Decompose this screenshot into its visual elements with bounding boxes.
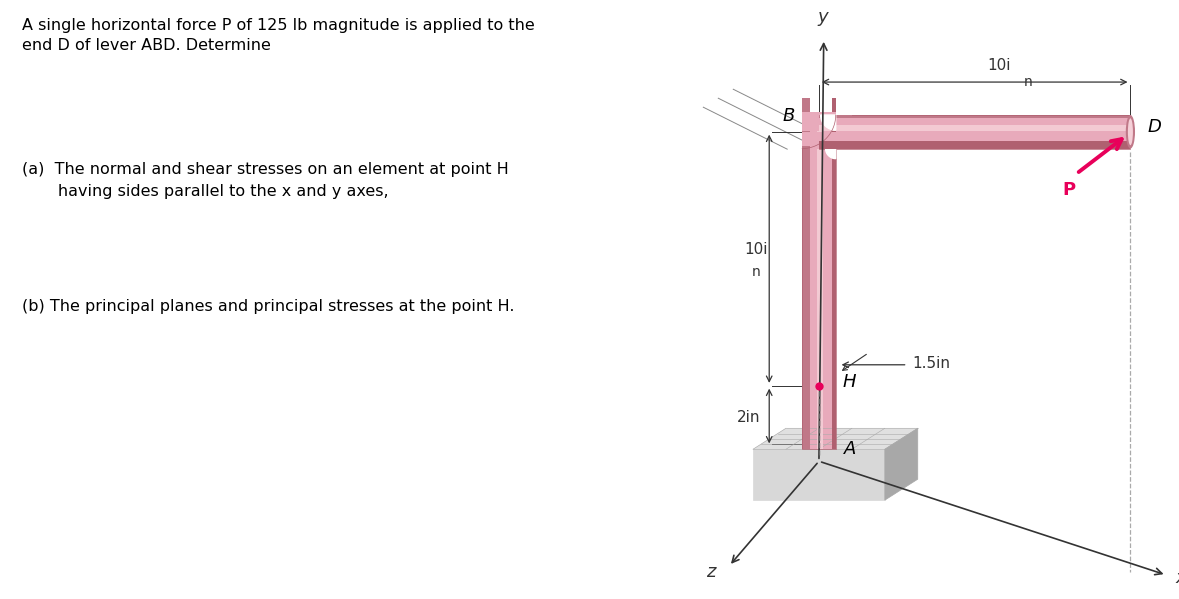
Bar	[810, 132, 832, 449]
Bar	[819, 115, 852, 149]
Text: 2in: 2in	[737, 410, 760, 425]
Bar	[819, 141, 852, 149]
Text: $D$: $D$	[1147, 118, 1162, 136]
Text: (a)  The normal and shear stresses on an element at point H
       having sides : (a) The normal and shear stresses on an …	[22, 162, 508, 199]
Bar	[819, 119, 1131, 141]
Polygon shape	[753, 428, 917, 449]
Ellipse shape	[1126, 115, 1135, 149]
Text: $A$: $A$	[843, 440, 857, 458]
Text: 10i: 10i	[987, 58, 1010, 73]
Text: n: n	[1025, 75, 1033, 89]
Text: $H$: $H$	[842, 373, 857, 391]
Text: $y$: $y$	[817, 10, 830, 28]
Polygon shape	[753, 449, 884, 500]
Text: $z$: $z$	[706, 563, 718, 581]
Bar	[817, 132, 823, 449]
Polygon shape	[802, 98, 810, 149]
Bar	[819, 141, 1131, 149]
Polygon shape	[821, 115, 836, 130]
Bar	[802, 131, 810, 132]
Bar	[802, 115, 836, 149]
Text: $x$: $x$	[1175, 569, 1179, 587]
Text: $\mathbf{P}$: $\mathbf{P}$	[1062, 181, 1076, 199]
Polygon shape	[832, 98, 836, 149]
Bar	[832, 131, 836, 132]
Bar	[819, 125, 1131, 131]
Text: 1.5in: 1.5in	[913, 356, 950, 371]
Bar	[817, 131, 823, 132]
Bar	[819, 115, 1131, 149]
Bar	[802, 132, 836, 449]
Polygon shape	[884, 428, 917, 500]
Bar	[819, 125, 852, 131]
Bar	[802, 112, 836, 146]
Bar	[802, 132, 810, 449]
Text: n: n	[752, 265, 760, 279]
Bar	[832, 132, 836, 449]
Text: A single horizontal force P of 125 lb magnitude is applied to the
end D of lever: A single horizontal force P of 125 lb ma…	[22, 18, 535, 53]
Bar	[819, 115, 852, 119]
Text: (b) The principal planes and principal stresses at the point H.: (b) The principal planes and principal s…	[22, 300, 514, 314]
Ellipse shape	[1128, 119, 1133, 145]
Text: $B$: $B$	[782, 107, 795, 125]
Polygon shape	[825, 149, 836, 159]
Bar	[819, 115, 1131, 119]
Text: 10i: 10i	[744, 242, 768, 258]
Bar	[802, 131, 836, 132]
